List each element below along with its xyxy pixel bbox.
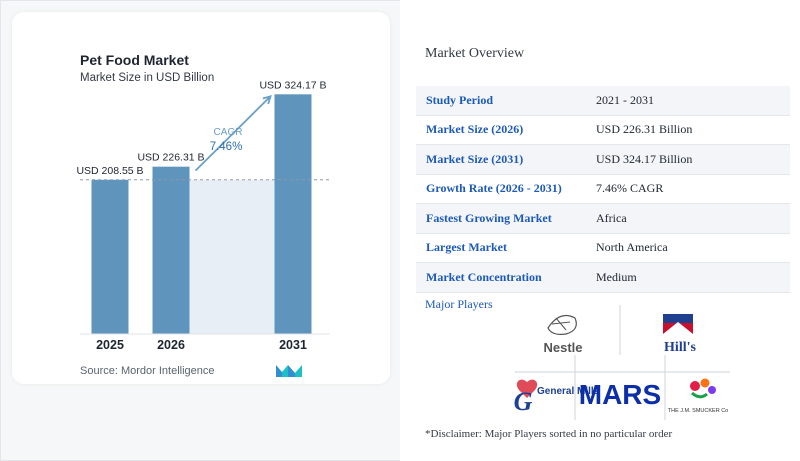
bar (152, 166, 190, 334)
hills-logo-text: Hill's (664, 340, 696, 355)
cagr-arrow (194, 95, 272, 172)
g-letter-icon: G (514, 387, 533, 416)
table-row: Fastest Growing Market Africa (416, 203, 790, 234)
general-mills-logo-icon: G General Mills (514, 379, 600, 416)
chart-title: Pet Food Market (80, 52, 189, 68)
chart-subtitle: Market Size in USD Billion (80, 72, 215, 84)
x-tick-label: 2026 (157, 338, 185, 352)
row-value: Medium (586, 262, 790, 293)
smucker-logo-text: THE J.M. SMUCKER Co (668, 408, 729, 414)
mars-logo-text: MARS (579, 379, 661, 410)
chart-source: Source: Mordor Intelligence (80, 365, 215, 377)
major-players-title: Major Players (425, 297, 493, 311)
row-value: Africa (586, 203, 790, 234)
value-label: USD 324.17 B (259, 79, 326, 91)
row-value: 2021 - 2031 (586, 86, 790, 116)
table-row: Largest Market North America (416, 233, 790, 263)
cagr-label: CAGR (214, 127, 243, 138)
row-key: Largest Market (416, 233, 586, 263)
row-value: USD 324.17 Billion (586, 144, 790, 175)
row-key: Growth Rate (2026 - 2031) (416, 174, 586, 204)
table-row: Market Size (2026) USD 226.31 Billion (416, 115, 790, 145)
hills-logo-icon: Hill's (663, 314, 696, 355)
row-value: USD 226.31 Billion (586, 115, 790, 145)
cagr-arrowhead (262, 94, 272, 105)
nestle-logo-icon: Nestle (543, 315, 583, 355)
table-row: Growth Rate (2026 - 2031) 7.46% CAGR (416, 174, 790, 204)
row-value: North America (586, 233, 790, 263)
row-key: Market Size (2031) (416, 144, 586, 175)
mordor-logo-icon (276, 365, 302, 377)
bar (274, 94, 312, 334)
table-row: Study Period 2021 - 2031 (416, 86, 790, 116)
cagr-value: 7.46% (210, 141, 243, 153)
value-label: USD 226.31 B (137, 152, 204, 164)
growth-shade (189, 179, 275, 334)
x-tick-label: 2025 (96, 338, 124, 352)
x-tick-label: 2031 (279, 338, 307, 352)
row-key: Study Period (416, 86, 586, 116)
smucker-logo-icon: THE J.M. SMUCKER Co (668, 378, 729, 414)
value-label: USD 208.55 B (76, 165, 143, 177)
disclaimer: *Disclaimer: Major Players sorted in no … (425, 428, 673, 440)
bar (91, 179, 129, 334)
row-key: Market Concentration (416, 262, 586, 293)
general-mills-logo-text: General Mills (537, 386, 600, 397)
overview-title: Market Overview (425, 46, 525, 61)
table-row: Market Size (2031) USD 324.17 Billion (416, 144, 790, 175)
table-row: Market Concentration Medium (416, 262, 790, 293)
overview-table: Study Period 2021 - 2031 Market Size (20… (416, 86, 790, 293)
row-key: Market Size (2026) (416, 115, 586, 145)
nestle-logo-text: Nestle (543, 340, 582, 355)
row-key: Fastest Growing Market (416, 203, 586, 234)
row-value: 7.46% CAGR (586, 174, 790, 204)
